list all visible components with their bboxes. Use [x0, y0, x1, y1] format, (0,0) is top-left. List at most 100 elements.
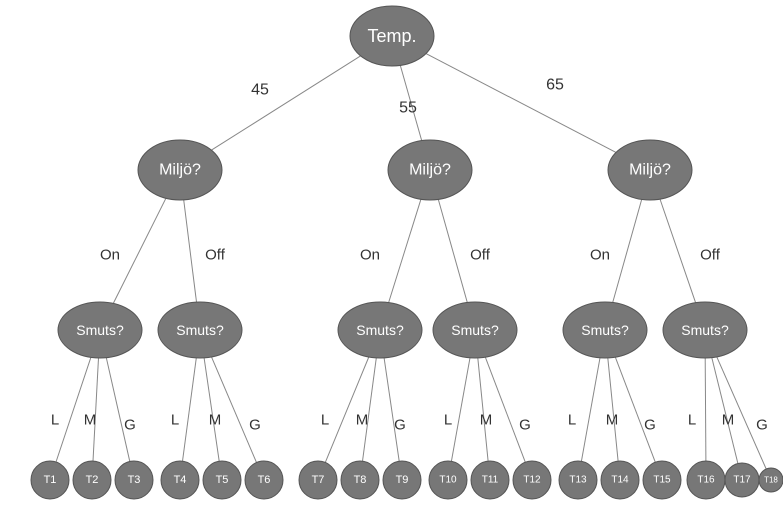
node-label: Smuts? [76, 322, 124, 338]
tree-node: T14 [601, 461, 639, 499]
edges-group: 455565OnOffOnOffOnOffLMGLMGLMGLMGLMGLMG [51, 54, 768, 469]
node-label: T6 [258, 474, 271, 486]
tree-edge [212, 56, 361, 150]
tree-edge [705, 358, 706, 461]
nodes-group: Temp. Miljö? Miljö? Miljö? Smuts? Smuts? Smuts… [31, 6, 783, 499]
tree-edge [363, 358, 377, 461]
tree-edge [325, 357, 369, 462]
tree-node: Temp. [350, 6, 434, 66]
node-label: Miljö? [409, 162, 451, 179]
tree-node: T4 [161, 461, 199, 499]
tree-edge [183, 358, 197, 461]
tree-edge [451, 358, 470, 462]
tree-edge [438, 199, 467, 302]
node-label: T5 [216, 474, 229, 486]
tree-node: Smuts? [58, 302, 142, 358]
node-label: Miljö? [629, 162, 671, 179]
edge-label: L [51, 412, 59, 429]
tree-node: T10 [429, 461, 467, 499]
edge-label: G [756, 417, 768, 434]
edge-label: Off [205, 247, 226, 264]
tree-edge [613, 199, 642, 302]
node-label: T17 [733, 475, 751, 486]
tree-edge [660, 199, 696, 303]
tree-node: T18 [759, 468, 783, 492]
tree-node: Smuts? [433, 302, 517, 358]
node-label: T8 [354, 474, 367, 486]
edge-label: L [171, 412, 179, 429]
node-label: T1 [44, 474, 57, 486]
edge-label: Off [700, 247, 721, 264]
edge-label: G [644, 417, 656, 434]
tree-node: T1 [31, 461, 69, 499]
node-label: T12 [523, 475, 541, 486]
tree-node: T5 [203, 461, 241, 499]
tree-node: T3 [115, 461, 153, 499]
node-label: T10 [439, 475, 457, 486]
edge-label: 55 [399, 100, 417, 117]
tree-edge [113, 198, 166, 303]
tree-edge [106, 358, 130, 462]
node-label: Smuts? [581, 322, 629, 338]
tree-edge [485, 357, 525, 462]
tree-edge [389, 199, 421, 302]
edge-label: G [124, 417, 136, 434]
edge-label: L [568, 412, 576, 429]
tree-edge [384, 358, 399, 461]
tree-edge [212, 357, 257, 463]
edge-label: 65 [546, 77, 564, 94]
tree-node: T7 [299, 461, 337, 499]
tree-node: Miljö? [138, 140, 222, 200]
edge-label: G [249, 417, 261, 434]
node-label: Smuts? [681, 322, 729, 338]
tree-edge [184, 200, 197, 302]
tree-node: T9 [383, 461, 421, 499]
tree-edge [608, 358, 618, 461]
edge-label: G [394, 417, 406, 434]
edge-label: On [590, 247, 610, 264]
tree-edge [56, 357, 91, 462]
tree-edge [478, 358, 488, 461]
edge-label: L [321, 412, 329, 429]
tree-node: Smuts? [158, 302, 242, 358]
node-label: T13 [569, 475, 587, 486]
edge-label: M [209, 412, 222, 429]
node-label: Smuts? [451, 322, 499, 338]
node-label: T15 [653, 475, 671, 486]
edge-label: On [360, 247, 380, 264]
edge-label: Off [470, 247, 491, 264]
decision-tree: 455565OnOffOnOffOnOffLMGLMGLMGLMGLMGLMGT… [0, 0, 783, 524]
node-label: T2 [86, 474, 99, 486]
tree-node: T11 [471, 461, 509, 499]
node-label: T14 [611, 475, 629, 486]
tree-edge [204, 358, 219, 461]
edge-label: M [722, 412, 735, 429]
tree-node: T15 [643, 461, 681, 499]
tree-node: T6 [245, 461, 283, 499]
node-label: T9 [396, 474, 409, 486]
tree-node: T13 [559, 461, 597, 499]
tree-node: Smuts? [338, 302, 422, 358]
node-label: T3 [128, 474, 141, 486]
tree-node: T17 [725, 463, 759, 497]
tree-node: T16 [687, 461, 725, 499]
edge-label: M [480, 412, 493, 429]
node-label: Miljö? [159, 162, 201, 179]
tree-edge [581, 358, 600, 462]
tree-node: T12 [513, 461, 551, 499]
edge-label: L [444, 412, 452, 429]
node-label: T11 [482, 475, 499, 486]
edge-label: M [356, 412, 369, 429]
tree-node: Miljö? [388, 140, 472, 200]
tree-edge [426, 54, 616, 153]
tree-node: T8 [341, 461, 379, 499]
edge-label: L [688, 412, 696, 429]
tree-edge [93, 358, 99, 461]
tree-node: Smuts? [563, 302, 647, 358]
tree-edge [615, 357, 655, 462]
edge-label: M [606, 412, 619, 429]
node-label: T7 [312, 474, 325, 486]
edge-label: M [84, 412, 97, 429]
tree-node: Smuts? [663, 302, 747, 358]
node-label: Temp. [367, 26, 416, 46]
